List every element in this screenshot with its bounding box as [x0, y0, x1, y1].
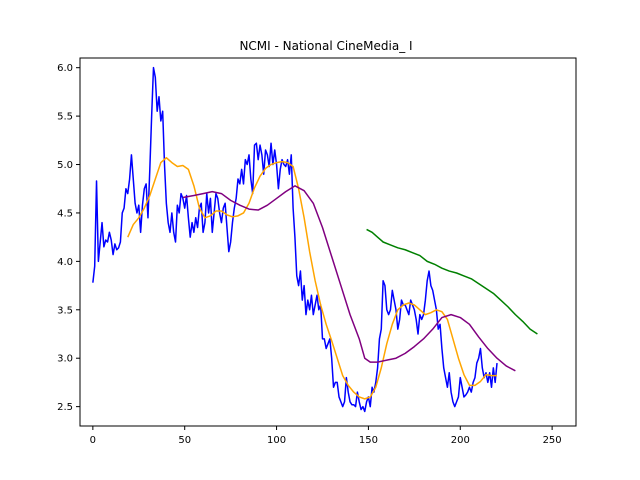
- series-layer: [92, 66, 538, 413]
- chart-title: NCMI - National CineMedia_ I: [239, 39, 412, 53]
- y-tick-label: 5.5: [57, 112, 73, 123]
- y-tick-label: 3.5: [57, 305, 73, 316]
- x-tick-label: 200: [451, 435, 470, 446]
- x-axis: 0 50 100 150 200 250: [90, 426, 562, 446]
- series-line-4: [366, 228, 538, 335]
- x-tick-label: 50: [178, 435, 191, 446]
- plot-frame: [79, 57, 577, 427]
- y-tick-label: 5.0: [57, 160, 73, 171]
- x-tick-label: 250: [543, 435, 562, 446]
- y-tick-label: 6.0: [57, 63, 73, 74]
- series-line-1: [92, 66, 498, 413]
- series-line-3: [182, 185, 516, 372]
- x-tick-label: 0: [90, 435, 96, 446]
- x-tick-label: 100: [267, 435, 286, 446]
- y-tick-label: 2.5: [57, 402, 73, 413]
- series-line-2: [127, 157, 498, 400]
- y-tick-label: 4.5: [57, 208, 73, 219]
- y-tick-label: 4.0: [57, 257, 73, 268]
- x-tick-label: 150: [359, 435, 378, 446]
- y-tick-label: 3.0: [57, 354, 73, 365]
- y-axis: 2.5 3.0 3.5 4.0 4.5 5.0 5.5 6.0: [57, 63, 80, 413]
